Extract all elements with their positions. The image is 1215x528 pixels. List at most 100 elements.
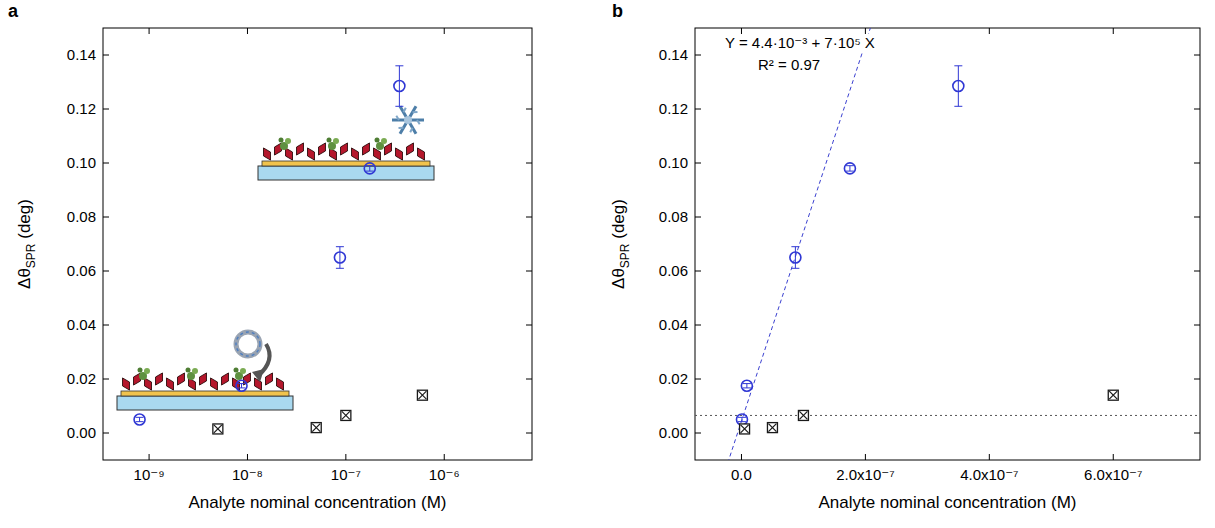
error-bar [238, 384, 246, 388]
y-tick [526, 379, 532, 380]
y-tick [695, 379, 701, 380]
polymer-unit [119, 376, 133, 392]
analyte-branch [417, 120, 420, 124]
point-cross [1109, 391, 1117, 399]
x-tick-label: 10⁻⁶ [429, 466, 460, 483]
y-tick [526, 109, 532, 110]
error-cap [136, 417, 144, 418]
y-tick-label: 0.14 [659, 46, 688, 63]
polymer-unit [260, 146, 274, 162]
error-stem [339, 247, 340, 269]
error-stem [795, 247, 796, 269]
error-cap [846, 165, 854, 166]
y-tick [526, 325, 532, 326]
figure: a10⁻⁹10⁻⁸10⁻⁷10⁻⁶0.000.020.040.060.080.1… [0, 0, 1215, 528]
point-square [417, 390, 427, 400]
x-tick-label: 4.0x10⁻⁷ [960, 466, 1018, 483]
series-1 [740, 390, 1119, 434]
receptor [240, 368, 246, 374]
annotation: R² = 0.97 [758, 56, 820, 73]
polymer-unit [359, 141, 373, 157]
y-title-symbol: Δθ [15, 268, 34, 289]
point [334, 252, 345, 263]
point [844, 163, 855, 174]
x-tick [247, 28, 248, 34]
receptor [234, 368, 239, 373]
substrate [117, 396, 293, 410]
y-tick [103, 55, 109, 56]
point-cross [1109, 391, 1117, 399]
point-cross [214, 425, 222, 433]
point [798, 410, 808, 420]
y-axis-title: ΔθSPR (deg) [609, 199, 632, 289]
polymer-unit [207, 376, 221, 392]
y-tick-label: 0.10 [67, 154, 96, 171]
annotations: Y = 4.4·10⁻³ + 7·10⁵ X R² = 0.97 [723, 34, 877, 73]
error-cap [336, 268, 344, 269]
x-axis-title: Analyte nominal concentration (M) [189, 493, 447, 512]
x-tick [989, 454, 990, 460]
point-cross [768, 424, 776, 432]
polymer-unit [218, 371, 232, 387]
polymer-unit [273, 376, 287, 392]
y-tick-label: 0.14 [67, 46, 96, 63]
y-tick [695, 325, 701, 326]
receptor [144, 368, 150, 374]
error-cap [395, 106, 403, 107]
y-tick [1194, 109, 1200, 110]
y-tick [1194, 379, 1200, 380]
plot-data [134, 66, 427, 434]
error-bar [846, 166, 854, 171]
error-cap [738, 421, 746, 422]
polymer-unit [337, 141, 351, 157]
x-tick [345, 28, 346, 34]
error-cap [238, 383, 246, 384]
analyte-branch [410, 128, 412, 132]
error-stem [741, 417, 742, 421]
error-cap [238, 387, 246, 388]
annotation: Y = 4.4·10⁻³ + 7·10⁵ X [725, 34, 875, 51]
error-stem [241, 384, 242, 388]
y-tick [1194, 55, 1200, 56]
receptor [381, 138, 387, 144]
point-cross [342, 411, 350, 419]
error-bar [136, 417, 144, 421]
y-tick [103, 433, 109, 434]
x-tick-label: 0.0 [731, 466, 752, 483]
y-title-symbol: Δθ [609, 268, 628, 289]
error-cap [336, 246, 344, 247]
point [417, 390, 427, 400]
error-bar [791, 247, 799, 269]
point [953, 81, 964, 92]
y-title-subscript: SPR [618, 243, 632, 268]
y-tick-label: 0.02 [67, 370, 96, 387]
error-cap [846, 171, 854, 172]
polymer-unit [304, 146, 318, 162]
x-tick [149, 28, 150, 34]
receptor [186, 368, 191, 373]
polymer-unit [196, 371, 210, 387]
error-stem [746, 384, 747, 388]
point [213, 424, 223, 434]
error-stem [958, 66, 959, 107]
error-cap [954, 106, 962, 107]
x-tick [1113, 28, 1114, 34]
y-tick [695, 433, 701, 434]
analyte-branch [413, 111, 418, 113]
analyte-ring-detail [236, 332, 260, 356]
y-tick-label: 0.08 [67, 208, 96, 225]
point-square [798, 410, 808, 420]
point [311, 423, 321, 433]
receptor [279, 138, 284, 143]
x-tick [247, 454, 248, 460]
gold-layer [121, 391, 289, 396]
receptor [327, 138, 332, 143]
gold-layer [262, 161, 430, 166]
y-title-subscript: SPR [24, 243, 38, 268]
x-tick [444, 28, 445, 34]
x-tick-label: 2.0x10⁻⁷ [836, 466, 894, 483]
error-cap [366, 165, 374, 166]
error-bar [743, 384, 751, 388]
y-tick [526, 217, 532, 218]
polymer-unit [315, 141, 329, 157]
